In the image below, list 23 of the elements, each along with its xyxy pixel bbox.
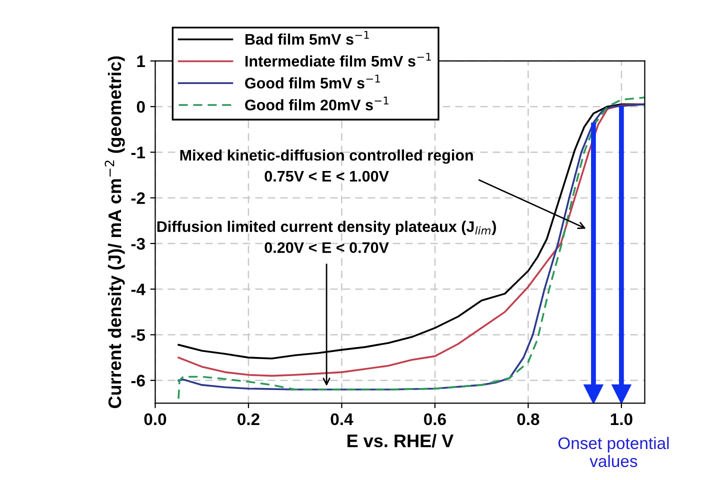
legend-label: Good film 5mV s$^{−1}$ xyxy=(245,74,380,89)
x-tick-label: 0.4 xyxy=(330,413,354,426)
legend-label: Good film 20mV s$^{−1}$ xyxy=(245,96,388,110)
text: Onset potential values xyxy=(558,436,669,468)
legend-label: Intermediate film 5mV s$^{−1}$ xyxy=(245,52,431,67)
y-tick-label: -3 xyxy=(131,238,145,250)
text: Diffusion limited current density plateaux (J$_{lim}$) 0.20V < E < 0.70V xyxy=(157,220,496,254)
y-tick-label: -2 xyxy=(131,192,145,204)
annotation: Mixed kinetic-diffusion controlled region 0.75V < E < 1.00V xyxy=(180,149,473,182)
x-tick-label: 1.0 xyxy=(610,413,632,426)
y-axis-title: Current density (J)/ mA cm$^{−2}$ (geometric) xyxy=(104,56,125,408)
legend-label: Bad film 5mV s$^{−1}$ xyxy=(245,30,369,45)
x-axis-title: E vs. RHE/ V xyxy=(348,434,454,448)
y-tick-label: -1 xyxy=(131,146,146,158)
x-tick-label: 0.8 xyxy=(517,413,540,426)
x-tick-label: 0.6 xyxy=(424,413,446,426)
x-tick-label: 0.2 xyxy=(238,413,260,426)
y-tick-label: 0 xyxy=(136,100,145,113)
y-tick-label: -6 xyxy=(131,374,145,387)
y-tick-label: -4 xyxy=(131,284,146,296)
y-tick-label: -5 xyxy=(131,329,146,341)
x-tick-label: 0.0 xyxy=(144,413,166,426)
y-tick-label: 1 xyxy=(137,56,146,67)
